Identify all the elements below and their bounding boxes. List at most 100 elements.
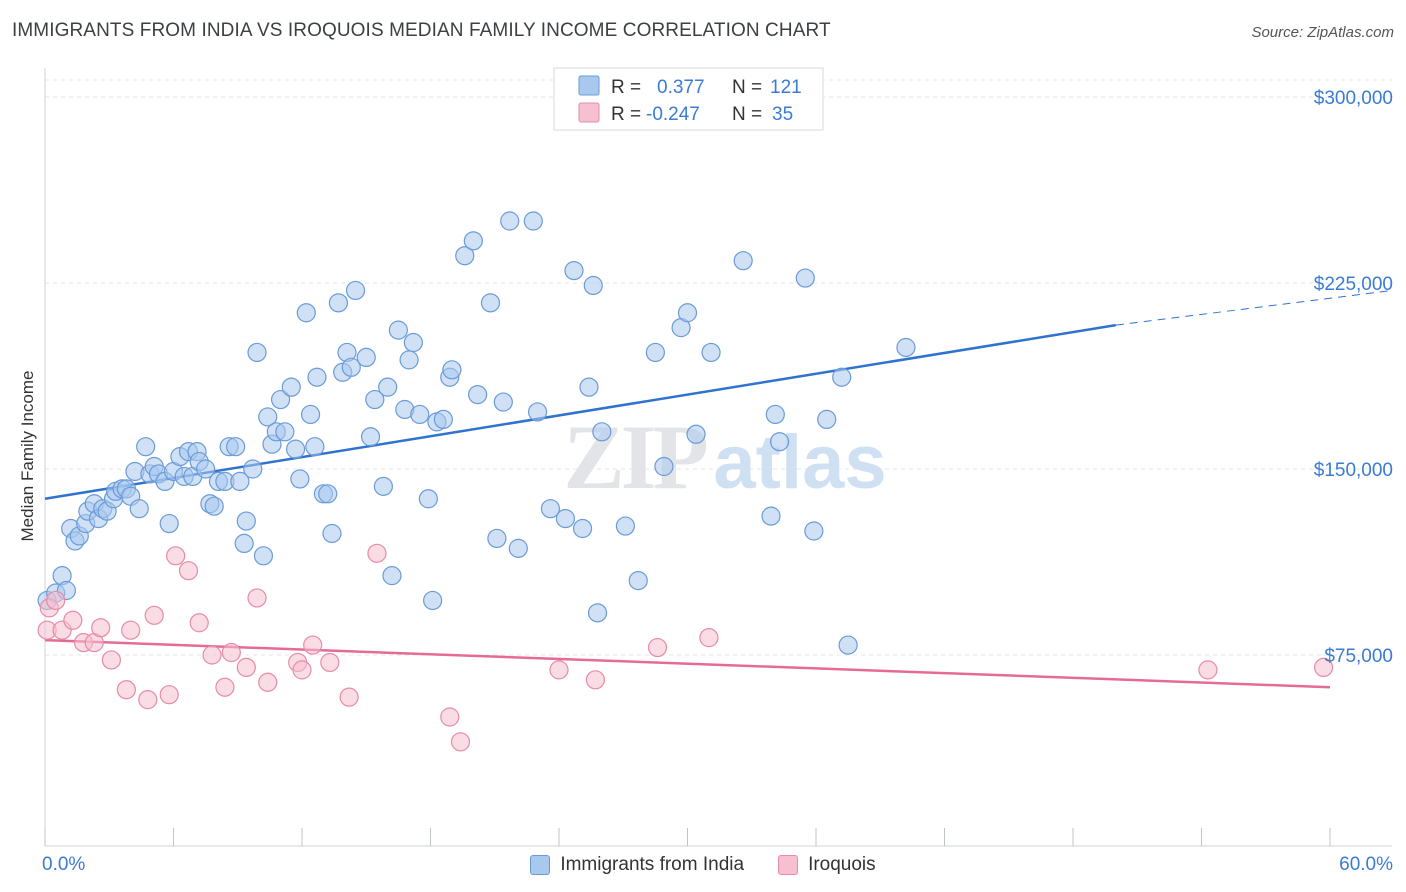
data-point-iroquois: [647, 637, 668, 658]
data-point-india: [540, 499, 561, 519]
data-point-india: [275, 422, 295, 442]
data-point-india: [423, 590, 443, 611]
data-point-india: [468, 385, 488, 405]
data-point-iroquois: [63, 610, 83, 630]
data-point-india: [500, 211, 520, 231]
data-point-india: [508, 538, 528, 558]
legend-item-iroquois[interactable]: Iroquois: [778, 852, 876, 878]
data-point-india: [300, 404, 321, 425]
data-point-india: [817, 409, 837, 429]
data-point-india: [480, 293, 501, 313]
data-point-iroquois: [303, 635, 323, 655]
data-point-india: [159, 513, 179, 534]
data-point-india: [896, 337, 916, 358]
data-point-iroquois: [144, 605, 164, 625]
data-point-iroquois: [339, 687, 359, 707]
data-point-india: [243, 459, 263, 479]
legend-n-value-iroquois: 35: [772, 104, 793, 125]
data-point-india: [305, 437, 325, 457]
data-point-india: [378, 377, 398, 397]
data-point-india: [795, 268, 815, 288]
data-point-india: [765, 404, 785, 425]
data-point-iroquois: [159, 685, 179, 705]
y-tick-label: $225,000: [1314, 274, 1393, 295]
legend-label-iroquois: Iroquois: [808, 854, 876, 875]
data-point-iroquois: [221, 642, 241, 663]
legend-r-label-india: R =: [611, 77, 641, 98]
trendline-india: [44, 323, 1117, 500]
data-point-india: [677, 303, 698, 323]
gridlines: [45, 79, 1392, 656]
legend-swatch-iroquois: [578, 102, 600, 123]
data-point-india: [654, 456, 674, 477]
data-point-india: [341, 357, 361, 377]
data-point-india: [226, 437, 246, 457]
data-point-india: [579, 377, 599, 397]
series-india-points: [37, 211, 916, 655]
y-axis-tick-labels: $75,000 $150,000 $225,000 $300,000: [1314, 88, 1393, 667]
legend-item-india[interactable]: Immigrants from India: [530, 852, 744, 878]
data-point-india: [230, 471, 250, 491]
x-axis-tick-labels: 0.0% 60.0%: [42, 854, 1393, 875]
data-point-india: [583, 275, 603, 296]
y-tick-label: $300,000: [1314, 88, 1393, 109]
trendline-iroquois: [44, 638, 1331, 689]
data-point-india: [686, 424, 706, 444]
data-point-india: [527, 402, 548, 422]
data-point-india: [204, 496, 224, 516]
stats-legend: R = 0.377 N = 121 R = -0.247 N = 35: [553, 67, 824, 131]
data-point-india: [838, 635, 858, 655]
legend-swatch-india: [578, 75, 600, 96]
data-point-iroquois: [215, 677, 235, 697]
legend-r-label-iroquois: R =: [611, 104, 641, 125]
data-point-india: [418, 489, 438, 509]
data-point-india: [373, 476, 393, 496]
data-point-india: [129, 499, 149, 519]
legend-r-value-iroquois: -0.247: [646, 104, 700, 125]
data-point-india: [285, 439, 306, 459]
data-point-india: [234, 533, 254, 554]
x-tick-label-min: 0.0%: [42, 854, 85, 875]
x-tick-label-max: 60.0%: [1339, 854, 1393, 875]
data-point-india: [356, 347, 376, 367]
legend-swatch-india-bottom: [530, 855, 551, 875]
data-point-india: [360, 427, 381, 447]
data-point-india: [290, 469, 310, 489]
data-point-iroquois: [258, 672, 278, 692]
data-point-iroquois: [166, 546, 186, 566]
data-point-india: [345, 280, 366, 301]
data-point-iroquois: [699, 628, 719, 648]
y-tick-label: $75,000: [1324, 646, 1393, 667]
data-point-iroquois: [46, 590, 66, 611]
chart-title: IMMIGRANTS FROM INDIA VS IROQUOIS MEDIAN…: [12, 20, 831, 41]
data-point-iroquois: [367, 543, 387, 563]
axes: [44, 68, 1392, 847]
data-point-india: [442, 360, 462, 380]
data-point-india: [403, 332, 423, 353]
series-iroquois-points: [37, 543, 1334, 752]
legend-label-india: Immigrants from India: [560, 854, 745, 875]
data-point-iroquois: [247, 588, 267, 608]
data-point-india: [628, 570, 648, 591]
data-point-iroquois: [440, 707, 460, 727]
data-point-india: [761, 506, 781, 526]
data-point-india: [463, 231, 483, 251]
data-point-iroquois: [549, 660, 569, 680]
data-point-iroquois: [101, 650, 121, 670]
data-point-india: [433, 409, 453, 429]
data-point-india: [270, 389, 291, 410]
data-point-iroquois: [292, 660, 312, 680]
data-point-india: [365, 389, 385, 410]
data-point-india: [493, 392, 513, 412]
data-point-iroquois: [91, 618, 111, 638]
data-point-iroquois: [236, 657, 256, 678]
data-point-india: [701, 342, 721, 363]
data-point-india: [410, 404, 430, 425]
data-point-iroquois: [116, 680, 136, 700]
data-point-iroquois: [202, 645, 222, 665]
data-point-india: [555, 508, 576, 529]
watermark: ZIP atlas: [563, 406, 886, 508]
data-point-iroquois: [138, 690, 158, 710]
legend-n-label-india: N =: [732, 77, 762, 98]
